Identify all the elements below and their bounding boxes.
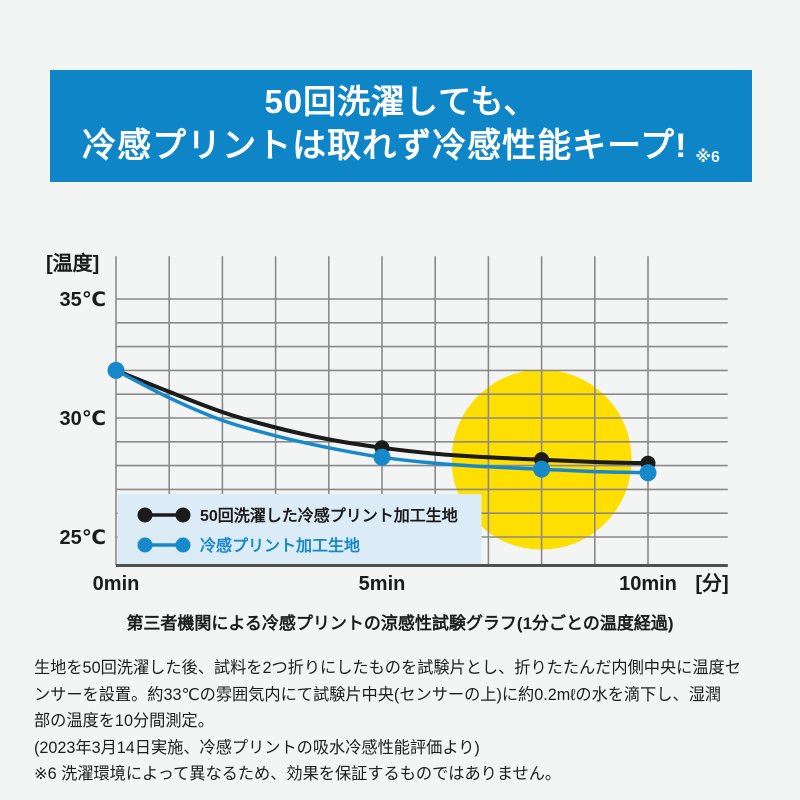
y-tick-label: 30℃ [60, 408, 106, 430]
series-marker-plain [639, 464, 657, 482]
headline-line2-text: 冷感プリントは取れず冷感性能キープ! [82, 127, 688, 165]
x-tick-label: 10min [619, 573, 677, 595]
footnote-marker: ※6 [695, 149, 720, 166]
x-tick-label: 5min [359, 573, 406, 595]
legend-label-washed: 50回洗濯した冷感プリント加工生地 [200, 506, 458, 525]
legend-marker-dot [175, 537, 191, 553]
y-axis-title: [温度] [46, 251, 99, 275]
chart-caption: 第三者機関による冷感プリントの涼感性試験グラフ(1分ごとの温度経過) [126, 614, 674, 633]
series-marker-plain [107, 361, 125, 379]
description-line-2: ンサーを設置。約33℃の雰囲気内にて試験片中央(センサーの上)に約0.2mℓの水… [34, 685, 722, 704]
description-line-4: (2023年3月14日実施、冷感プリントの吸水冷感性能評価より) [34, 738, 480, 757]
series-marker-plain [373, 448, 391, 466]
y-tick-label: 25℃ [60, 527, 106, 549]
legend-box [117, 494, 482, 564]
y-tick-label: 35℃ [60, 289, 106, 311]
x-tick-label: 0min [93, 573, 140, 595]
legend-label-plain: 冷感プリント加工生地 [200, 536, 360, 555]
header-banner: 50回洗濯しても、 冷感プリントは取れず冷感性能キープ! ※6 [50, 70, 752, 182]
description-line-3: 部の温度を10分間測定。 [34, 712, 214, 730]
description-line-1: 生地を50回洗濯した後、試料を2つ折りにしたものを試験片とし、折りたたんだ内側中… [34, 659, 741, 677]
headline-line1: 50回洗濯しても、 [264, 83, 538, 120]
legend-marker-dot [137, 537, 153, 553]
legend-marker-dot [175, 507, 191, 523]
test-method-description: 生地を50回洗濯した後、試料を2つ折りにしたものを試験片とし、折りたたんだ内側中… [34, 655, 779, 788]
legend-marker-dot [137, 507, 153, 523]
x-axis-unit-label: [分] [695, 572, 728, 595]
description-line-5: ※6 洗濯環境によって異なるため、効果を保証するものではありません。 [34, 765, 562, 783]
headline-line2: 冷感プリントは取れず冷感性能キープ! ※6 [50, 123, 752, 176]
series-marker-plain [533, 460, 551, 478]
